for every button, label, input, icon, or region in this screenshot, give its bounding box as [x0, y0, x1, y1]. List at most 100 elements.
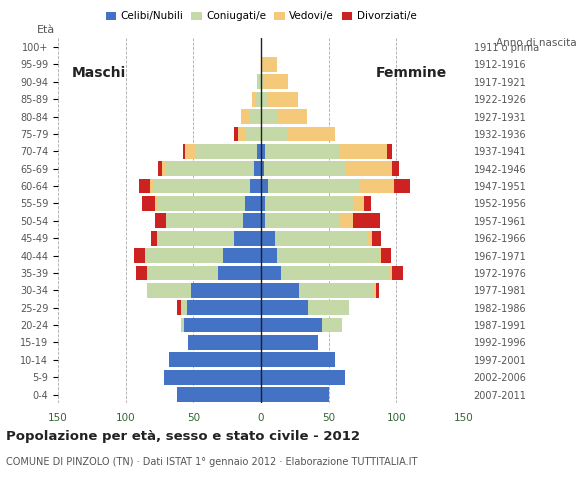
Bar: [257, 144, 261, 159]
Bar: [264, 161, 345, 176]
Bar: [264, 74, 288, 89]
Bar: [184, 318, 261, 333]
Bar: [277, 248, 379, 263]
Bar: [372, 231, 382, 246]
Bar: [367, 231, 372, 246]
Bar: [150, 179, 153, 193]
Bar: [364, 196, 371, 211]
Text: Anno di nascita: Anno di nascita: [496, 38, 577, 48]
Bar: [181, 300, 187, 315]
Bar: [261, 196, 265, 211]
Bar: [261, 214, 265, 228]
Bar: [265, 144, 339, 159]
Bar: [234, 231, 261, 246]
Bar: [261, 283, 299, 298]
Bar: [376, 283, 379, 298]
Bar: [261, 144, 265, 159]
Bar: [134, 248, 144, 263]
Bar: [164, 370, 261, 384]
Bar: [374, 283, 376, 298]
Text: Età: Età: [37, 25, 55, 35]
Bar: [158, 161, 162, 176]
Bar: [169, 352, 261, 367]
Bar: [136, 265, 147, 280]
Bar: [147, 283, 191, 298]
Bar: [261, 127, 288, 141]
Bar: [139, 179, 150, 193]
Bar: [151, 231, 157, 246]
Bar: [387, 144, 392, 159]
Bar: [188, 335, 261, 350]
Bar: [144, 248, 223, 263]
Bar: [185, 144, 196, 159]
Text: Popolazione per età, sesso e stato civile - 2012: Popolazione per età, sesso e stato civil…: [6, 430, 360, 443]
Bar: [261, 92, 268, 107]
Bar: [288, 127, 335, 141]
Bar: [261, 318, 322, 333]
Bar: [187, 300, 261, 315]
Bar: [157, 231, 234, 246]
Bar: [261, 387, 329, 402]
Bar: [223, 248, 261, 263]
Bar: [261, 300, 309, 315]
Bar: [261, 265, 281, 280]
Bar: [268, 179, 360, 193]
Bar: [153, 179, 250, 193]
Bar: [181, 318, 184, 333]
Bar: [274, 231, 367, 246]
Bar: [261, 109, 277, 124]
Bar: [360, 179, 394, 193]
Bar: [166, 161, 254, 176]
Bar: [382, 248, 391, 263]
Bar: [177, 300, 181, 315]
Bar: [390, 265, 392, 280]
Bar: [183, 144, 185, 159]
Bar: [277, 109, 307, 124]
Bar: [238, 127, 245, 141]
Bar: [281, 265, 390, 280]
Bar: [261, 231, 274, 246]
Bar: [256, 92, 261, 107]
Bar: [252, 92, 256, 107]
Bar: [261, 179, 268, 193]
Bar: [258, 74, 261, 89]
Bar: [339, 214, 353, 228]
Bar: [309, 300, 349, 315]
Bar: [394, 179, 410, 193]
Bar: [196, 144, 257, 159]
Bar: [191, 283, 261, 298]
Bar: [155, 196, 157, 211]
Text: Femmine: Femmine: [376, 67, 447, 81]
Bar: [245, 127, 261, 141]
Bar: [261, 248, 277, 263]
Bar: [261, 335, 318, 350]
Bar: [142, 196, 155, 211]
Bar: [261, 74, 264, 89]
Bar: [218, 265, 261, 280]
Bar: [244, 214, 261, 228]
Bar: [234, 127, 238, 141]
Bar: [157, 196, 245, 211]
Bar: [353, 214, 380, 228]
Bar: [250, 179, 261, 193]
Bar: [392, 265, 403, 280]
Bar: [268, 92, 298, 107]
Bar: [345, 161, 392, 176]
Bar: [162, 161, 166, 176]
Legend: Celibi/Nubili, Coniugati/e, Vedovi/e, Divorziati/e: Celibi/Nubili, Coniugati/e, Vedovi/e, Di…: [102, 7, 420, 25]
Bar: [147, 265, 218, 280]
Bar: [254, 161, 261, 176]
Bar: [322, 318, 342, 333]
Text: Maschi: Maschi: [71, 67, 126, 81]
Bar: [261, 370, 345, 384]
Bar: [245, 196, 261, 211]
Bar: [353, 196, 364, 211]
Bar: [392, 161, 399, 176]
Bar: [155, 214, 166, 228]
Bar: [241, 109, 250, 124]
Bar: [261, 57, 277, 72]
Bar: [250, 109, 261, 124]
Bar: [265, 196, 353, 211]
Bar: [177, 387, 261, 402]
Bar: [257, 74, 258, 89]
